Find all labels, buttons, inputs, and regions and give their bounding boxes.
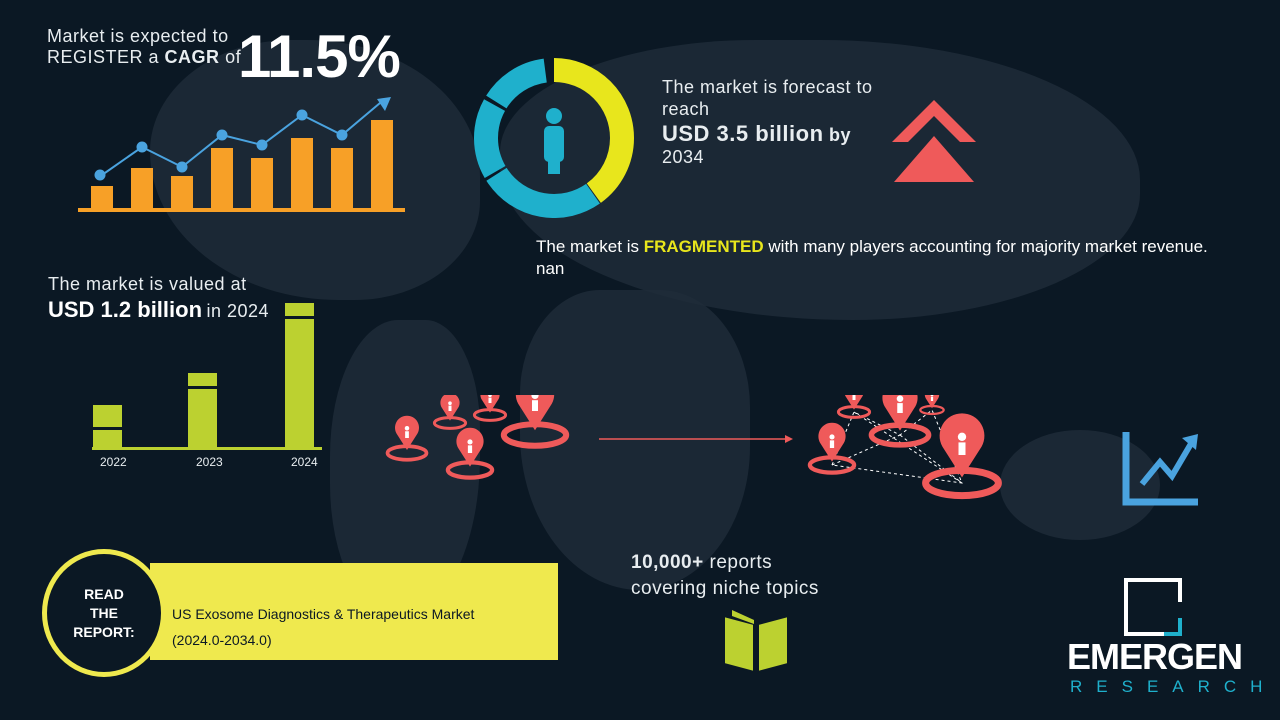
logo-mark <box>1124 578 1182 636</box>
trend-chart-icon <box>1122 432 1198 506</box>
logo-subtitle: RESEARCH <box>1070 677 1277 696</box>
read-report-circle[interactable]: READ THE REPORT: <box>42 549 166 677</box>
donut-yellow <box>474 58 634 218</box>
valued-value: USD 1.2 billion <box>48 297 203 322</box>
forecast-by: by <box>829 125 852 145</box>
forecast-line1: The market is forecast to <box>662 77 873 97</box>
location-pin-icon <box>445 427 495 480</box>
book-icon <box>723 610 789 674</box>
growth-point <box>256 139 268 151</box>
report-banner[interactable] <box>150 563 558 660</box>
report-label: REPORT: <box>73 623 135 640</box>
donut-cyan-bottom <box>474 58 634 218</box>
location-pin-icon <box>922 413 1002 500</box>
bar-stripe <box>93 427 122 430</box>
forecast-year: 2034 <box>662 147 705 167</box>
growth-point <box>136 141 148 153</box>
logo-name: EMERGEN <box>1067 636 1243 677</box>
report-period: (2024.0-2034.0) <box>172 632 272 648</box>
cagr-bold: CAGR <box>164 47 220 67</box>
location-pin-icon <box>868 395 932 448</box>
arrow-icon <box>377 97 391 111</box>
year-label-2024: 2024 <box>291 455 318 469</box>
growth-bar <box>91 186 113 208</box>
bar-stripe <box>188 386 217 389</box>
value-bar-2022 <box>93 405 122 447</box>
year-label-2023: 2023 <box>196 455 223 469</box>
valued-line1: The market is valued at <box>48 274 247 294</box>
value-bar-2024 <box>285 303 314 447</box>
donut-graphic <box>474 58 634 218</box>
fragmented-text: The market is FRAGMENTED with many playe… <box>536 237 1208 278</box>
forecast-value: USD 3.5 billion <box>662 121 824 146</box>
growth-point <box>94 169 106 181</box>
location-pin-icon <box>432 395 468 430</box>
location-pin-icon <box>472 395 508 422</box>
growth-bar <box>211 148 233 208</box>
reports-subtitle: covering niche topics <box>631 578 819 599</box>
bar-baseline <box>92 447 322 450</box>
valued-year: in 2024 <box>206 301 270 321</box>
cagr-of: of <box>225 47 242 67</box>
growth-bar <box>251 158 273 208</box>
reports-label: reports <box>709 552 773 573</box>
reports-count: 10,000+ <box>631 552 704 573</box>
growth-bar <box>291 138 313 208</box>
map-australia <box>1000 430 1160 540</box>
growth-bar <box>131 168 153 208</box>
growth-bar <box>171 176 193 208</box>
growth-chart-graphic <box>78 97 405 212</box>
growth-bar <box>371 120 393 208</box>
report-title[interactable]: US Exosome Diagnostics & Therapeutics Ma… <box>172 606 475 622</box>
location-pin-icon <box>500 395 570 449</box>
location-pins-graphic <box>385 395 1002 500</box>
location-pin-icon <box>836 395 872 419</box>
arrow-right-icon <box>785 435 793 443</box>
cagr-value: 11.5% <box>238 23 401 90</box>
map-north-america <box>150 40 480 300</box>
growth-point <box>216 129 228 141</box>
donut-cyan-top <box>474 58 634 218</box>
person-icon <box>544 108 564 174</box>
growth-point <box>176 161 188 173</box>
growth-point <box>336 129 348 141</box>
chevron-up-icon <box>892 100 976 182</box>
read-label: READ <box>84 585 124 602</box>
cagr-line1: Market is expected to <box>47 26 229 46</box>
growth-bar <box>331 148 353 208</box>
cagr-line2: REGISTER a <box>47 47 160 67</box>
forecast-line2: reach <box>662 99 710 119</box>
location-pin-icon <box>385 415 429 462</box>
the-label: THE <box>90 604 118 621</box>
donut-cyan-left <box>474 58 634 218</box>
growth-point <box>296 109 308 121</box>
value-bar-2023 <box>188 373 217 447</box>
chart-baseline <box>78 208 405 212</box>
year-label-2022: 2022 <box>100 455 127 469</box>
valued-bar-chart <box>92 303 322 450</box>
location-pin-icon <box>919 395 945 416</box>
location-pin-icon <box>807 422 857 475</box>
bar-stripe <box>285 316 314 319</box>
